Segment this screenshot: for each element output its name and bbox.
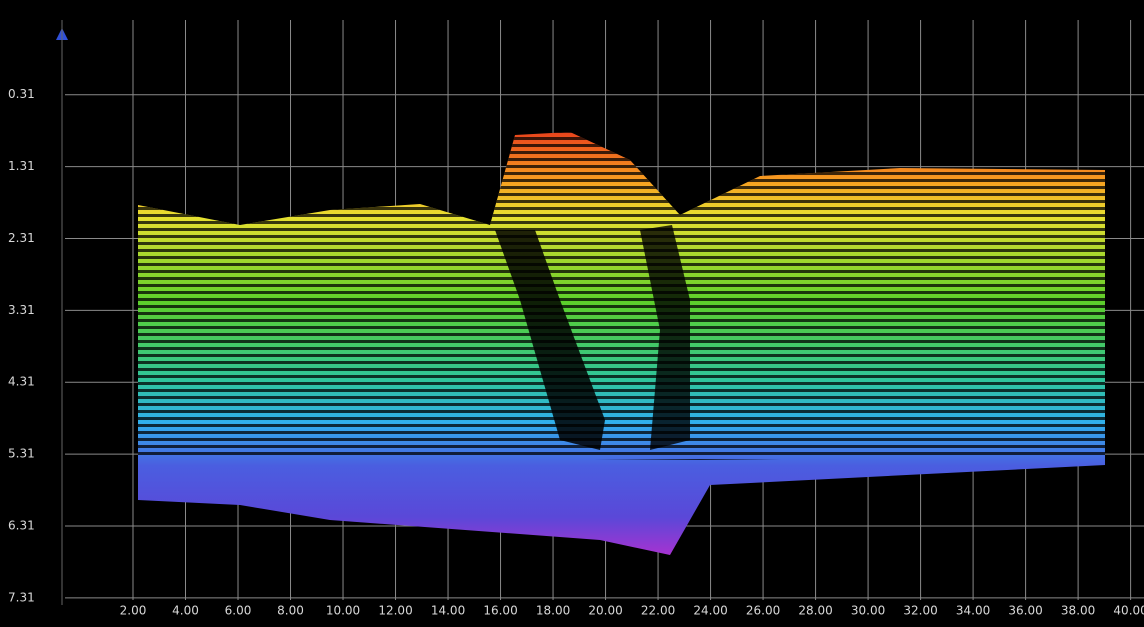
x-tick-label: 30.00 (851, 604, 885, 618)
y-tick-label: 0.31 (8, 87, 35, 101)
x-tick-label: 20.00 (588, 604, 622, 618)
y-tick-label: 6.31 (8, 518, 35, 532)
x-tick-label: 22.00 (641, 604, 675, 618)
x-tick-label: 40.00 (1113, 604, 1144, 618)
x-tick-label: 8.00 (277, 604, 304, 618)
y-tick-label: 5.31 (8, 447, 35, 461)
x-tick-label: 6.00 (225, 604, 252, 618)
x-tick-label: 10.00 (326, 604, 360, 618)
x-tick-label: 4.00 (172, 604, 199, 618)
x-tick-label: 16.00 (483, 604, 517, 618)
y-tick-label: 7.31 (8, 590, 35, 604)
x-tick-label: 2.00 (120, 604, 147, 618)
y-tick-label: 2.31 (8, 231, 35, 245)
y-tick-label: 3.31 (8, 303, 35, 317)
x-tick-label: 26.00 (746, 604, 780, 618)
x-tick-label: 18.00 (536, 604, 570, 618)
y-tick-label: 1.31 (8, 159, 35, 173)
chart: 0.31 1.31 2.31 3.31 4.31 5.31 6.31 7.31 2.00 4.00… (0, 0, 1144, 627)
x-tick-label: 24.00 (693, 604, 727, 618)
y-tick-label: 4.31 (8, 375, 35, 389)
x-tick-label: 36.00 (1008, 604, 1042, 618)
x-tick-label: 14.00 (431, 604, 465, 618)
x-tick-label: 38.00 (1061, 604, 1095, 618)
x-tick-label: 12.00 (378, 604, 412, 618)
x-tick-label: 34.00 (956, 604, 990, 618)
x-tick-label: 28.00 (798, 604, 832, 618)
x-tick-label: 32.00 (903, 604, 937, 618)
